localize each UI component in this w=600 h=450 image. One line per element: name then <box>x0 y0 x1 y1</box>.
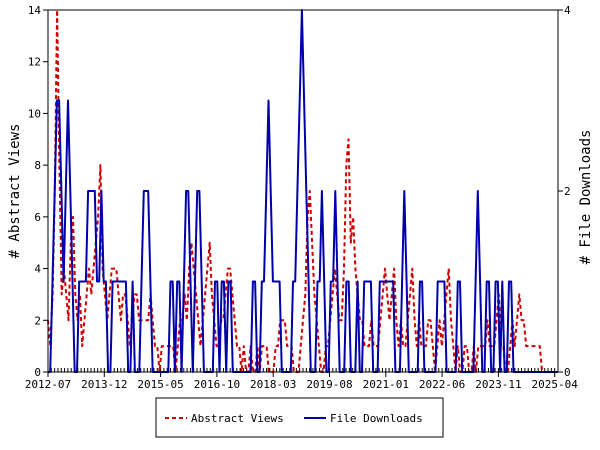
left-y-tick-label: 2 <box>34 314 41 327</box>
series-layer <box>47 9 558 373</box>
plot-area <box>47 9 559 373</box>
right-y-tick-label: 0 <box>564 366 571 379</box>
left-y-tick-label: 6 <box>34 211 41 224</box>
right-y-tick-label: 4 <box>564 4 571 17</box>
legend: Abstract Views File Downloads <box>155 397 444 438</box>
legend-label-file-downloads: File Downloads <box>330 412 423 425</box>
legend-label-abstract-views: Abstract Views <box>191 412 284 425</box>
x-tick-label: 2021-01 <box>363 378 409 391</box>
left-y-tick-label: 14 <box>28 4 42 17</box>
x-tick-label: 2018-03 <box>250 378 296 391</box>
left-y-axis-title: # Abstract Views <box>7 124 23 259</box>
right-y-axis-title: # File Downloads <box>578 130 594 265</box>
x-tick-label: 2023-11 <box>475 378 521 391</box>
x-tick-label: 2015-05 <box>137 378 183 391</box>
x-tick-label: 2012-07 <box>25 378 71 391</box>
left-y-tick-label: 12 <box>28 56 41 69</box>
x-axis: 2012-07 2013-12 2015-05 2016-10 2018-03 2019-… <box>25 368 578 391</box>
left-y-tick-label: 10 <box>28 107 41 120</box>
x-tick-label: 2022-06 <box>419 378 465 391</box>
left-y-axis: 0 2 4 6 8 10 12 14 <box>28 4 48 379</box>
x-tick-label: 2019-08 <box>306 378 352 391</box>
left-y-tick-label: 4 <box>34 263 41 276</box>
x-tick-label: 2025-04 <box>532 378 579 391</box>
right-y-tick-label: 2 <box>564 185 571 198</box>
x-tick-label: 2016-10 <box>194 378 240 391</box>
left-y-tick-label: 0 <box>34 366 41 379</box>
x-tick-label: 2013-12 <box>81 378 127 391</box>
left-y-tick-label: 8 <box>34 159 41 172</box>
legend-box <box>155 397 444 438</box>
right-y-axis: 0 2 4 <box>558 4 571 379</box>
